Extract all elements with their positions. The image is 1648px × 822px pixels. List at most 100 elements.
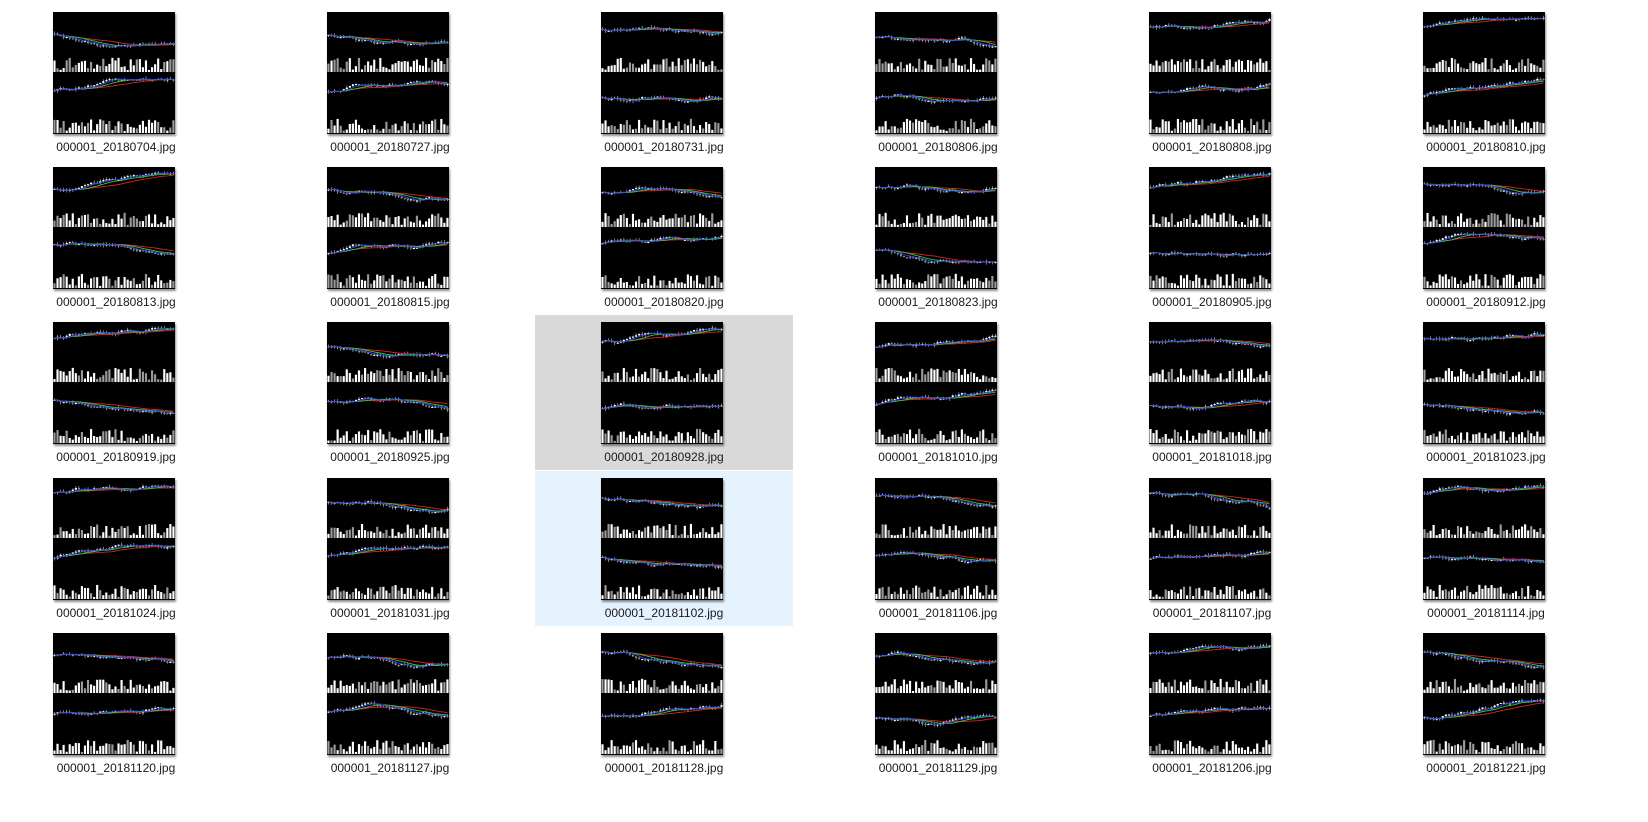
file-thumbnail[interactable] [53, 478, 175, 600]
file-item[interactable]: 000001_20180820.jpg [535, 160, 793, 315]
file-name-label[interactable]: 000001_20180731.jpg [604, 140, 724, 154]
file-name-label[interactable]: 000001_20180925.jpg [330, 450, 450, 464]
file-thumbnail[interactable] [875, 478, 997, 600]
candlestick-chart-thumbnail [53, 651, 175, 754]
file-thumbnail[interactable] [1423, 12, 1545, 134]
file-name-label[interactable]: 000001_20180912.jpg [1426, 295, 1546, 309]
candlestick-chart-thumbnail [327, 344, 449, 443]
file-name-label[interactable]: 000001_20181023.jpg [1426, 450, 1546, 464]
file-item[interactable]: 000001_20181031.jpg [261, 471, 519, 626]
file-thumbnail[interactable] [53, 633, 175, 755]
file-thumbnail[interactable] [1149, 12, 1271, 134]
file-name-label[interactable]: 000001_20180820.jpg [604, 295, 724, 309]
file-thumbnail[interactable] [327, 12, 449, 134]
file-item[interactable]: 000001_20181102.jpg [535, 471, 793, 626]
file-item[interactable]: 000001_20180928.jpg [535, 315, 793, 470]
file-name-label[interactable]: 000001_20181107.jpg [1152, 606, 1272, 620]
file-name-label[interactable]: 000001_20181106.jpg [878, 606, 998, 620]
file-thumbnail[interactable] [1149, 167, 1271, 289]
file-item[interactable]: 000001_20180806.jpg [809, 5, 1067, 160]
file-item[interactable]: 000001_20180823.jpg [809, 160, 1067, 315]
file-thumbnail[interactable] [1423, 478, 1545, 600]
file-thumbnail[interactable] [601, 633, 723, 755]
file-name-label[interactable]: 000001_20181127.jpg [330, 761, 450, 775]
file-item[interactable]: 000001_20180704.jpg [0, 5, 245, 160]
file-item[interactable]: 000001_20181024.jpg [0, 471, 245, 626]
file-item[interactable]: 000001_20180912.jpg [1357, 160, 1615, 315]
file-thumbnail[interactable] [53, 12, 175, 134]
file-thumbnail[interactable] [1149, 633, 1271, 755]
candlestick-chart-thumbnail [53, 31, 175, 133]
file-thumbnail[interactable] [1149, 322, 1271, 444]
file-item[interactable]: 000001_20181120.jpg [0, 626, 245, 781]
candlestick-chart-thumbnail [1149, 337, 1271, 443]
file-name-label[interactable]: 000001_20180813.jpg [56, 295, 176, 309]
file-thumbnail[interactable] [1149, 478, 1271, 600]
file-name-label[interactable]: 000001_20181129.jpg [878, 761, 998, 775]
file-name-label[interactable]: 000001_20181128.jpg [604, 761, 724, 775]
file-item[interactable]: 000001_20181114.jpg [1357, 471, 1615, 626]
file-thumbnail[interactable] [601, 322, 723, 444]
file-thumbnail[interactable] [327, 167, 449, 289]
candlestick-chart-thumbnail [327, 499, 449, 599]
file-item[interactable]: 000001_20180905.jpg [1083, 160, 1341, 315]
file-name-label[interactable]: 000001_20181024.jpg [56, 606, 176, 620]
file-thumbnail[interactable] [875, 12, 997, 134]
file-item[interactable]: 000001_20180919.jpg [0, 315, 245, 470]
file-thumbnail[interactable] [327, 322, 449, 444]
file-thumbnail[interactable] [1423, 633, 1545, 755]
file-thumbnail[interactable] [601, 478, 723, 600]
file-item[interactable]: 000001_20180731.jpg [535, 5, 793, 160]
file-name-label[interactable]: 000001_20180810.jpg [1426, 140, 1546, 154]
file-name-label[interactable]: 000001_20181018.jpg [1152, 450, 1272, 464]
file-item[interactable]: 000001_20180815.jpg [261, 160, 519, 315]
file-name-label[interactable]: 000001_20181102.jpg [604, 606, 724, 620]
file-thumbnail[interactable] [327, 478, 449, 600]
file-item[interactable]: 000001_20180727.jpg [261, 5, 519, 160]
file-item[interactable]: 000001_20181206.jpg [1083, 626, 1341, 781]
file-name-label[interactable]: 000001_20181120.jpg [56, 761, 176, 775]
file-item[interactable]: 000001_20181106.jpg [809, 471, 1067, 626]
file-name-label[interactable]: 000001_20180808.jpg [1152, 140, 1272, 154]
file-thumbnail[interactable] [875, 633, 997, 755]
candlestick-chart-thumbnail [327, 187, 449, 288]
candlestick-chart-thumbnail [601, 25, 723, 133]
file-name-label[interactable]: 000001_20181031.jpg [330, 606, 450, 620]
file-thumbnail[interactable] [1423, 322, 1545, 444]
file-thumbnail[interactable] [53, 167, 175, 289]
file-name-label[interactable]: 000001_20180928.jpg [604, 450, 724, 464]
file-thumbnail[interactable] [875, 322, 997, 444]
file-item[interactable]: 000001_20180810.jpg [1357, 5, 1615, 160]
file-item[interactable]: 000001_20181010.jpg [809, 315, 1067, 470]
file-item[interactable]: 000001_20180808.jpg [1083, 5, 1341, 160]
candlestick-chart-thumbnail [1149, 171, 1271, 288]
file-name-label[interactable]: 000001_20180727.jpg [330, 140, 450, 154]
file-item[interactable]: 000001_20181107.jpg [1083, 471, 1341, 626]
file-thumbnail[interactable] [875, 167, 997, 289]
file-name-label[interactable]: 000001_20180815.jpg [330, 295, 450, 309]
file-name-label[interactable]: 000001_20180806.jpg [878, 140, 998, 154]
file-name-label[interactable]: 000001_20181206.jpg [1152, 761, 1272, 775]
file-thumbnail[interactable] [601, 12, 723, 134]
file-name-label[interactable]: 000001_20180704.jpg [56, 140, 176, 154]
file-item[interactable]: 000001_20181128.jpg [535, 626, 793, 781]
candlestick-chart-thumbnail [601, 185, 723, 288]
file-item[interactable]: 000001_20181129.jpg [809, 626, 1067, 781]
file-thumbnail[interactable] [327, 633, 449, 755]
file-thumbnail[interactable] [53, 322, 175, 444]
file-item[interactable]: 000001_20181221.jpg [1357, 626, 1615, 781]
candlestick-chart-thumbnail [875, 493, 997, 599]
file-item[interactable]: 000001_20181018.jpg [1083, 315, 1341, 470]
file-name-label[interactable]: 000001_20180823.jpg [878, 295, 998, 309]
file-item[interactable]: 000001_20180813.jpg [0, 160, 245, 315]
file-name-label[interactable]: 000001_20181010.jpg [878, 450, 998, 464]
file-item[interactable]: 000001_20181127.jpg [261, 626, 519, 781]
file-item[interactable]: 000001_20180925.jpg [261, 315, 519, 470]
file-name-label[interactable]: 000001_20181114.jpg [1427, 606, 1545, 620]
file-name-label[interactable]: 000001_20181221.jpg [1426, 761, 1546, 775]
file-thumbnail[interactable] [1423, 167, 1545, 289]
file-item[interactable]: 000001_20181023.jpg [1357, 315, 1615, 470]
file-thumbnail[interactable] [601, 167, 723, 289]
file-name-label[interactable]: 000001_20180905.jpg [1152, 295, 1272, 309]
file-name-label[interactable]: 000001_20180919.jpg [56, 450, 176, 464]
